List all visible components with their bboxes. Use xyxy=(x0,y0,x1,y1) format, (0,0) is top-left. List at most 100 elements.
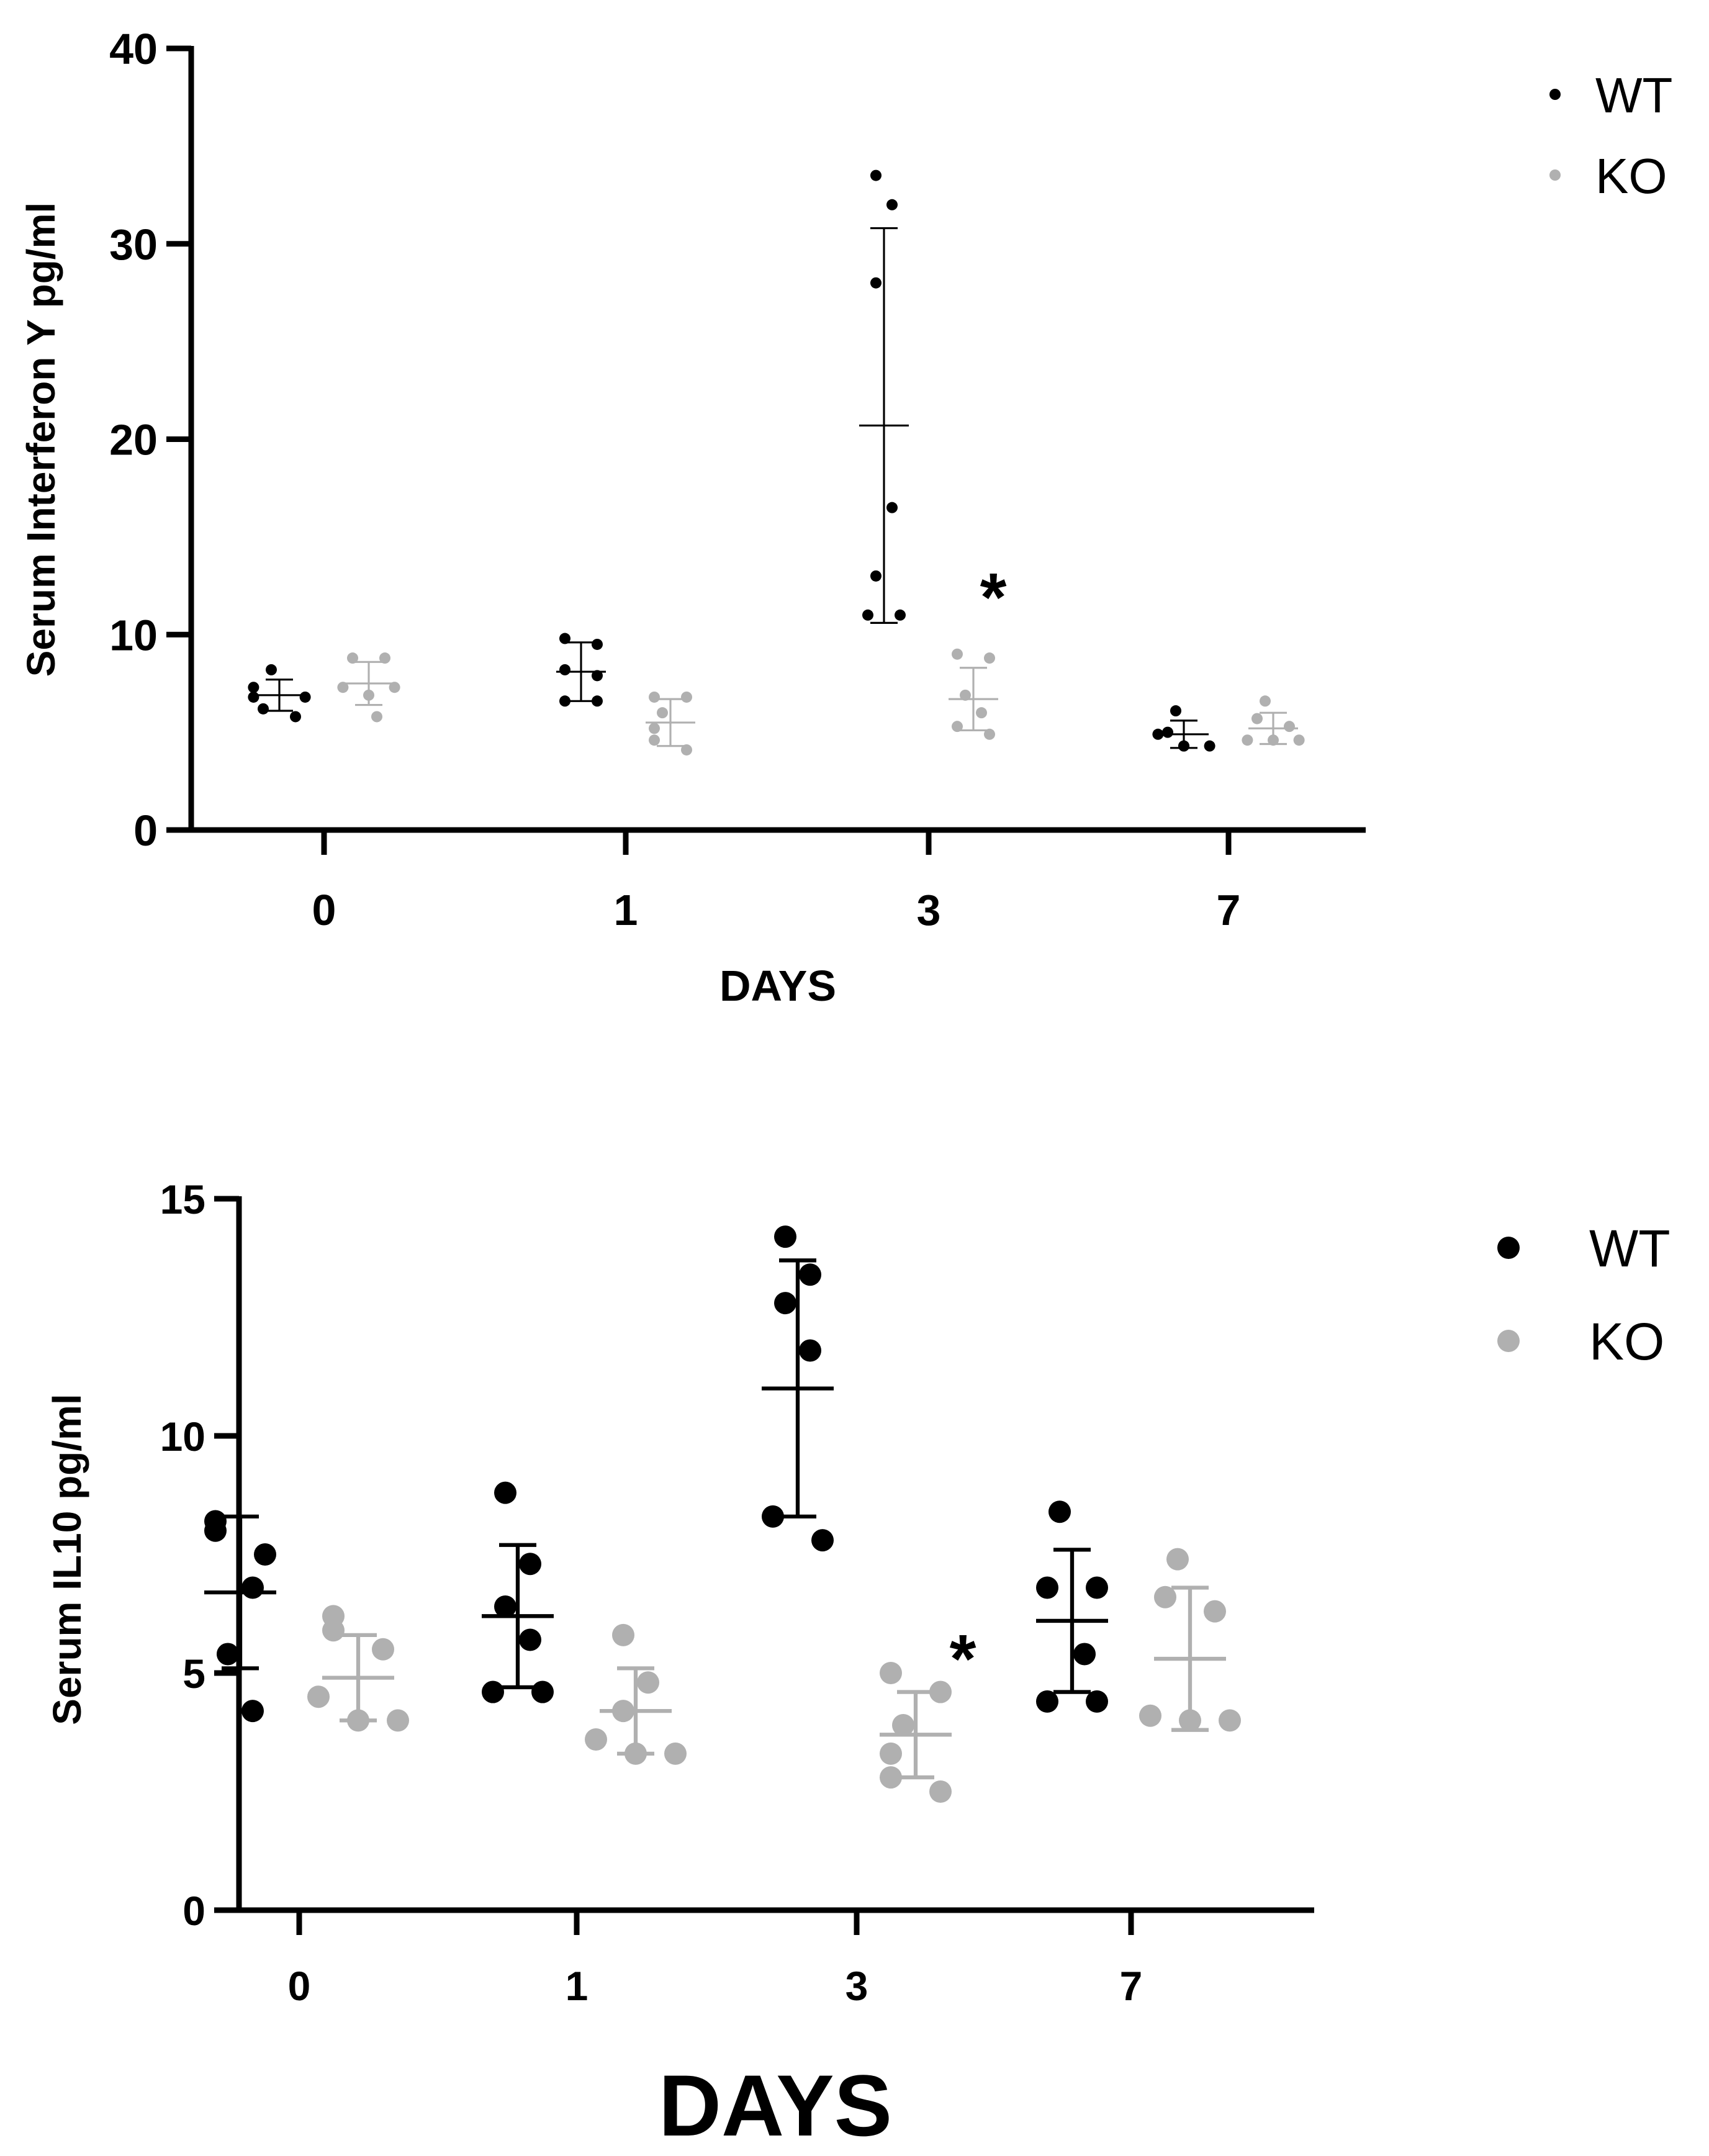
point-wt xyxy=(1178,740,1189,752)
point-wt xyxy=(217,1643,239,1666)
point-ko xyxy=(372,1638,394,1661)
point-ko xyxy=(389,682,400,693)
x-ticks: 0 1 3 7 xyxy=(288,1910,1143,2009)
point-ko xyxy=(1268,734,1279,746)
point-wt xyxy=(258,703,269,715)
point-ko xyxy=(649,734,660,746)
point-ko xyxy=(1219,1709,1241,1732)
point-wt xyxy=(531,1680,554,1703)
point-ko xyxy=(1204,1600,1226,1623)
point-wt xyxy=(519,1553,541,1576)
point-ko xyxy=(657,707,668,719)
y-tick-label: 10 xyxy=(160,1414,205,1459)
point-ko xyxy=(1154,1585,1176,1608)
x-tick-label: 1 xyxy=(566,1963,588,2009)
point-wt xyxy=(241,1700,264,1723)
point-wt xyxy=(248,682,259,693)
point-ko xyxy=(612,1700,634,1723)
point-wt xyxy=(799,1263,821,1286)
y-tick-label: 20 xyxy=(109,416,158,464)
point-wt xyxy=(862,609,873,621)
point-wt xyxy=(1048,1500,1071,1523)
y-tick-label: 10 xyxy=(109,611,158,659)
point-ko xyxy=(960,689,971,701)
point-ko xyxy=(612,1623,634,1646)
x-tick-label: 3 xyxy=(917,886,941,934)
x-tick-label: 0 xyxy=(312,886,336,934)
legend: WT KO xyxy=(1549,68,1672,204)
y-ticks: 0 10 20 30 40 xyxy=(109,25,191,855)
y-tick-label: 0 xyxy=(183,1888,205,1934)
point-wt xyxy=(266,664,277,675)
y-axis-label: Serum Interferon Υ pg/ml xyxy=(19,202,63,677)
point-ko xyxy=(1179,1709,1201,1732)
point-ko xyxy=(347,1709,369,1732)
point-ko xyxy=(649,691,660,703)
y-tick-label: 40 xyxy=(109,25,158,73)
point-wt xyxy=(1086,1576,1108,1599)
point-wt xyxy=(774,1292,796,1315)
point-wt xyxy=(762,1505,784,1528)
point-ko xyxy=(1293,734,1305,746)
point-wt xyxy=(559,633,570,644)
point-wt xyxy=(248,691,259,703)
point-wt xyxy=(799,1339,821,1362)
point-ko xyxy=(880,1742,902,1765)
significance-marker: * xyxy=(950,1621,976,1697)
y-tick-label: 15 xyxy=(160,1176,205,1222)
axes xyxy=(188,46,1366,833)
point-ko xyxy=(952,721,963,733)
point-ko xyxy=(892,1714,914,1737)
point-ko xyxy=(880,1662,902,1684)
point-ko xyxy=(307,1685,330,1708)
point-ko xyxy=(585,1728,607,1751)
y-axis-label: Serum IL10 pg/ml xyxy=(45,1394,89,1725)
point-ko xyxy=(1242,734,1253,746)
error-bars xyxy=(255,227,1298,749)
legend-label-wt: WT xyxy=(1589,1219,1671,1278)
legend-label-ko: KO xyxy=(1595,148,1667,204)
point-ko xyxy=(1166,1548,1189,1571)
point-wt xyxy=(1073,1643,1096,1666)
x-axis-label: DAYS xyxy=(659,2057,892,2154)
x-tick-label: 7 xyxy=(1217,886,1241,934)
point-ko xyxy=(664,1742,687,1765)
chart-il10: 0 5 10 15 0 1 3 7 Serum IL10 pg/ml DAYS * WT K… xyxy=(45,1176,1671,2154)
y-tick-label: 30 xyxy=(109,220,158,269)
legend-marker-ko xyxy=(1549,169,1561,181)
point-wt xyxy=(254,1543,276,1566)
point-ko xyxy=(322,1619,345,1642)
legend-label-wt: WT xyxy=(1595,68,1672,123)
point-ko xyxy=(681,744,692,756)
significance-marker: * xyxy=(980,559,1007,636)
point-wt xyxy=(299,691,311,703)
point-ko xyxy=(984,728,995,740)
point-wt xyxy=(886,502,898,513)
point-ko xyxy=(379,652,390,664)
legend-marker-ko xyxy=(1497,1330,1520,1352)
x-tick-label: 1 xyxy=(614,886,638,934)
point-ko xyxy=(976,707,987,719)
point-wt xyxy=(1036,1576,1058,1599)
point-ko xyxy=(387,1709,409,1732)
legend-label-ko: KO xyxy=(1589,1312,1664,1371)
point-wt xyxy=(559,664,570,675)
point-wt xyxy=(870,169,882,181)
legend-marker-wt xyxy=(1549,89,1561,100)
point-wt xyxy=(592,638,603,650)
point-ko xyxy=(371,711,382,723)
error-bars xyxy=(204,1258,1226,1780)
point-ko xyxy=(347,652,358,664)
point-wt xyxy=(204,1519,227,1542)
x-tick-label: 7 xyxy=(1120,1963,1143,2009)
point-ko xyxy=(952,648,963,660)
x-axis-label: DAYS xyxy=(719,962,836,1010)
x-ticks: 0 1 3 7 xyxy=(312,830,1241,934)
point-ko xyxy=(1260,695,1271,707)
point-wt xyxy=(241,1576,264,1599)
point-ko xyxy=(929,1780,952,1803)
point-wt xyxy=(494,1595,516,1618)
point-wt xyxy=(290,711,301,723)
